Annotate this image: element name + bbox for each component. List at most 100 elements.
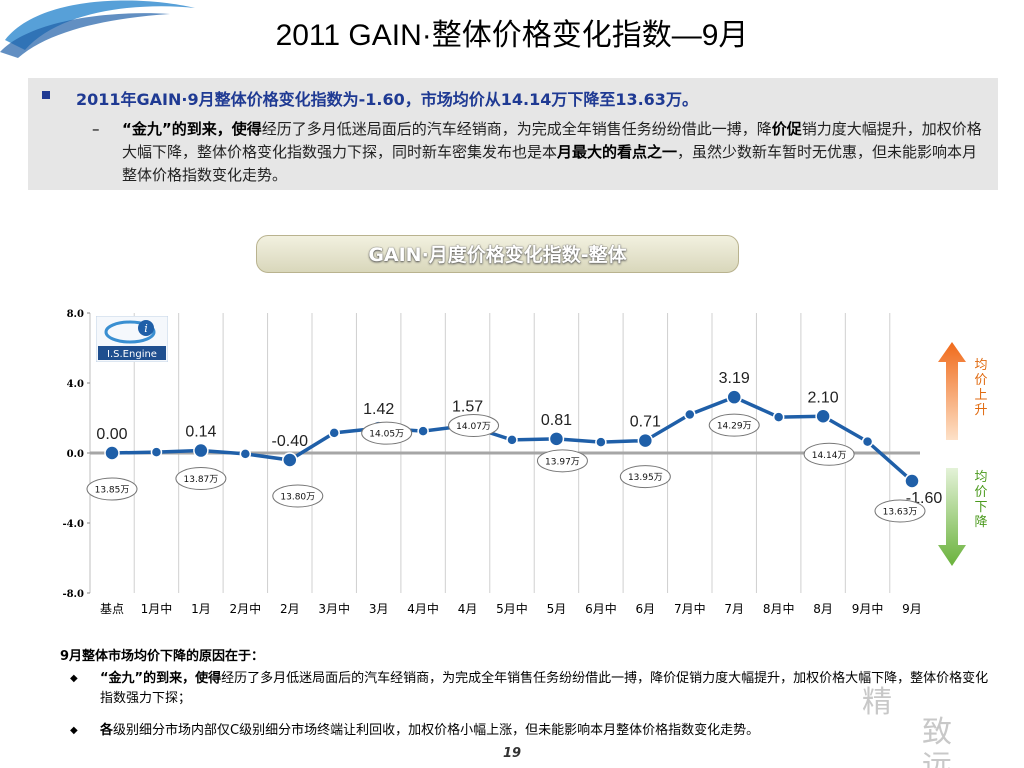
summary-bold-1: “金九”的到来，使得 xyxy=(122,120,262,138)
x-tick-label: 7月中 xyxy=(674,601,706,616)
x-tick-label: 1月 xyxy=(191,602,211,616)
data-point xyxy=(684,408,696,421)
x-tick-label: 6月中 xyxy=(585,601,617,616)
data-point xyxy=(772,411,785,423)
line-chart: 8.0 4.0 0.0 -4.0 -8.0 基点 1月中 1月 2月中 2月 3月中 3月 4月中 4月 5… xyxy=(62,309,942,616)
logo-text: I.S.Engine xyxy=(107,349,157,360)
data-point xyxy=(548,431,565,447)
summary-text-1: 经历了多月低迷局面后的汽车经销商，为完成全年销售任务纷纷借此一搏，降 xyxy=(261,120,772,138)
price-callout-label: 13.95万 xyxy=(628,473,663,483)
data-point xyxy=(595,436,607,448)
data-label: 0.71 xyxy=(630,414,661,431)
x-tick-label: 3月 xyxy=(369,602,389,616)
x-tick-label: 2月中 xyxy=(230,601,262,616)
y-tick-label: -8.0 xyxy=(62,589,84,600)
y-tick-label: 8.0 xyxy=(67,309,84,320)
price-callout-label: 14.29万 xyxy=(717,422,752,432)
price-callout-bubble xyxy=(874,499,926,523)
price-callout-bubble xyxy=(708,413,760,437)
data-label: 2.10 xyxy=(808,389,839,406)
data-point xyxy=(637,432,654,449)
watermark-char-1: 精 xyxy=(862,685,892,720)
page-number: 19 xyxy=(502,746,522,761)
data-point xyxy=(904,473,920,489)
down-label: 均价下降 xyxy=(974,470,988,530)
summary-text-3: ，虽然少数新车暂时无优惠，但未能影响本月整体价格指数变化走势。 xyxy=(122,143,978,184)
page-title: 2011 GAIN·整体价格变化指数—9月 xyxy=(275,19,749,52)
x-tick-label: 2月 xyxy=(280,602,300,616)
x-tick-label: 8月 xyxy=(813,602,833,616)
data-label: 0.00 xyxy=(96,426,127,443)
x-tick-label: 7月 xyxy=(724,602,744,616)
data-point xyxy=(726,389,742,405)
x-tick-label: 1月中 xyxy=(141,601,173,616)
data-label: 1.57 xyxy=(452,399,483,416)
summary-bold-3: 月最大的看点之一 xyxy=(557,143,678,161)
summary-bold-2: 价促 xyxy=(771,120,802,138)
x-tick-label: 9月 xyxy=(902,602,922,616)
data-point xyxy=(239,448,252,460)
data-point xyxy=(417,425,429,437)
price-callout-bubble xyxy=(175,467,227,491)
data-point xyxy=(506,434,518,446)
price-callout-bubble xyxy=(803,442,855,466)
data-point xyxy=(104,445,120,461)
price-callout-bubble xyxy=(86,477,138,501)
summary-bullet xyxy=(42,91,50,99)
reason-2-bold: 各 xyxy=(100,723,114,738)
price-direction-legend: 均价上升 均价下降 xyxy=(938,340,1008,570)
diamond-bullet-icon: ◆ xyxy=(70,673,78,684)
data-point xyxy=(328,427,340,439)
price-callout-label: 13.97万 xyxy=(545,457,580,467)
x-tick-label: 8月中 xyxy=(763,601,795,616)
price-callout-label: 14.07万 xyxy=(456,422,491,432)
svg-text:i: i xyxy=(144,322,148,335)
x-tick-label: 基点 xyxy=(100,602,124,616)
price-callout-label: 14.05万 xyxy=(369,430,404,440)
data-point xyxy=(282,452,298,468)
data-point xyxy=(150,446,163,458)
price-callout-bubble xyxy=(272,484,324,508)
x-tick-label: 3月中 xyxy=(318,601,350,616)
up-label: 均价上升 xyxy=(974,358,988,418)
data-point xyxy=(861,435,874,448)
price-callout-label: 13.85万 xyxy=(95,486,130,496)
x-tick-label: 4月 xyxy=(458,602,478,616)
data-point xyxy=(815,408,831,424)
y-tick-label: 0.0 xyxy=(67,449,84,460)
price-callout-bubble xyxy=(619,465,671,489)
chart-title-pill: GAIN·月度价格变化指数-整体 xyxy=(256,235,739,273)
summary-text-2: 销力度大幅提升，加权价格大幅下降，整体价格变化指数强力下探，同时新车密集发布也是… xyxy=(122,120,982,161)
reason-1-bold: “金九”的到来，使得 xyxy=(100,671,222,686)
x-tick-label: 4月中 xyxy=(407,601,439,616)
is-engine-logo: i I.S.Engine xyxy=(96,316,168,362)
data-label: 1.42 xyxy=(363,401,394,418)
corner-swoosh-logo xyxy=(0,0,195,58)
x-tick-label: 6月 xyxy=(636,602,656,616)
x-tick-label: 5月 xyxy=(547,602,567,616)
price-callout-bubble xyxy=(536,449,588,473)
summary-headline: 2011年GAIN·9月整体价格变化指数为-1.60，市场均价从14.14万下降… xyxy=(76,90,698,109)
price-callout-label: 13.87万 xyxy=(184,475,219,485)
data-label: 0.81 xyxy=(541,412,572,429)
price-callout-label: 13.80万 xyxy=(280,493,315,503)
summary-box: 2011年GAIN·9月整体价格变化指数为-1.60，市场均价从14.14万下降… xyxy=(28,78,998,190)
watermark-char-2: 致远 xyxy=(922,715,952,768)
y-tick-label: 4.0 xyxy=(67,379,84,390)
data-label: 0.14 xyxy=(185,424,216,441)
price-callout-label: 13.63万 xyxy=(883,508,918,518)
reason-1-text: 经历了多月低迷局面后的汽车经销商，为完成全年销售任务纷纷借此一搏，降价促销力度大… xyxy=(100,671,989,706)
reasons-title: 9月整体市场均价下降的原因在于： xyxy=(60,649,265,664)
watermark: 精 致远 xyxy=(862,685,952,768)
y-tick-label: -4.0 xyxy=(62,519,84,530)
diamond-bullet-icon: ◆ xyxy=(70,725,78,736)
summary-dash: – xyxy=(92,120,100,138)
data-label: 3.19 xyxy=(719,370,750,387)
up-arrow-icon xyxy=(938,342,966,440)
direction-arrows xyxy=(938,342,966,566)
data-point xyxy=(193,442,209,459)
price-callout-label: 14.14万 xyxy=(812,451,847,461)
summary-body: “金九”的到来，使得经历了多月低迷局面后的汽车经销商，为完成全年销售任务纷纷借此… xyxy=(122,118,984,187)
price-callout-bubble xyxy=(448,414,500,438)
data-label: -0.40 xyxy=(272,433,309,450)
